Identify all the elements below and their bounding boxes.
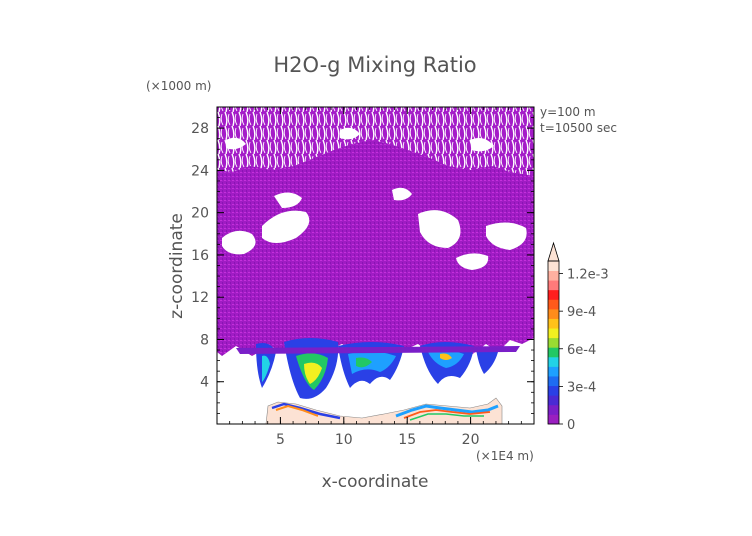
colorbar-swatch [548,347,559,358]
colorbar-swatch [548,395,559,406]
colorbar-extend-arrow [547,241,560,262]
colorbar-label: 1.2e-3 [567,268,609,283]
colorbar-swatch [548,261,559,271]
colorbar-label: 0 [567,418,575,433]
colorbar-label: 6e-4 [567,343,596,358]
colorbar-swatch [548,366,559,377]
colorbar-swatch [548,376,559,387]
y-tick-label: 4 [200,375,209,391]
x-ticks: 5 10 15 20 [229,107,522,448]
colorbar-swatch [548,318,559,329]
info-line-y: y=100 m [540,105,596,119]
x-tick-label: 5 [276,432,285,448]
y-axis-label: z-coordinate [167,213,187,319]
colorbar-swatch [548,404,559,415]
colorbar-label: 3e-4 [567,380,596,395]
colorbar-swatch [548,385,559,396]
colorbar-frame [547,260,560,425]
colorbar-swatch [548,337,559,348]
y-tick-label: 24 [191,163,209,179]
convective-plumes [236,338,520,399]
colorbar-swatch [548,270,559,281]
plot-field [217,107,534,424]
streak-region [217,107,534,176]
chart-title: H2O-g Mixing Ratio [273,53,476,77]
x-axis-label: x-coordinate [322,472,429,492]
upper-moist-layer [217,107,534,358]
surface-terrain-layer [265,397,503,424]
colorbar: 0 3e-4 6e-4 9e-4 1.2e-3 [547,241,609,433]
x-tick-label: 15 [398,432,416,448]
y-tick-label: 16 [191,248,209,264]
colorbar-swatch [548,414,559,425]
y-axis-unit: (×1000 m) [146,79,211,93]
white-blotches [222,127,527,270]
x-tick-label: 10 [335,432,353,448]
colorbar-label: 9e-4 [567,305,596,320]
y-tick-label: 12 [191,290,209,306]
colorbar-swatch [548,308,559,319]
x-tick-label: 20 [462,432,480,448]
colorbar-swatch [548,289,559,300]
x-axis-unit: (×1E4 m) [476,449,534,463]
colorbar-swatch [548,280,559,291]
y-ticks: 4 8 12 16 20 24 28 [191,117,534,414]
y-tick-label: 28 [191,121,209,137]
colorbar-swatch [548,356,559,367]
info-line-t: t=10500 sec [540,121,617,135]
y-tick-label: 20 [191,206,209,222]
y-tick-label: 8 [200,332,209,348]
colorbar-swatch [548,299,559,310]
colorbar-swatch [548,328,559,339]
